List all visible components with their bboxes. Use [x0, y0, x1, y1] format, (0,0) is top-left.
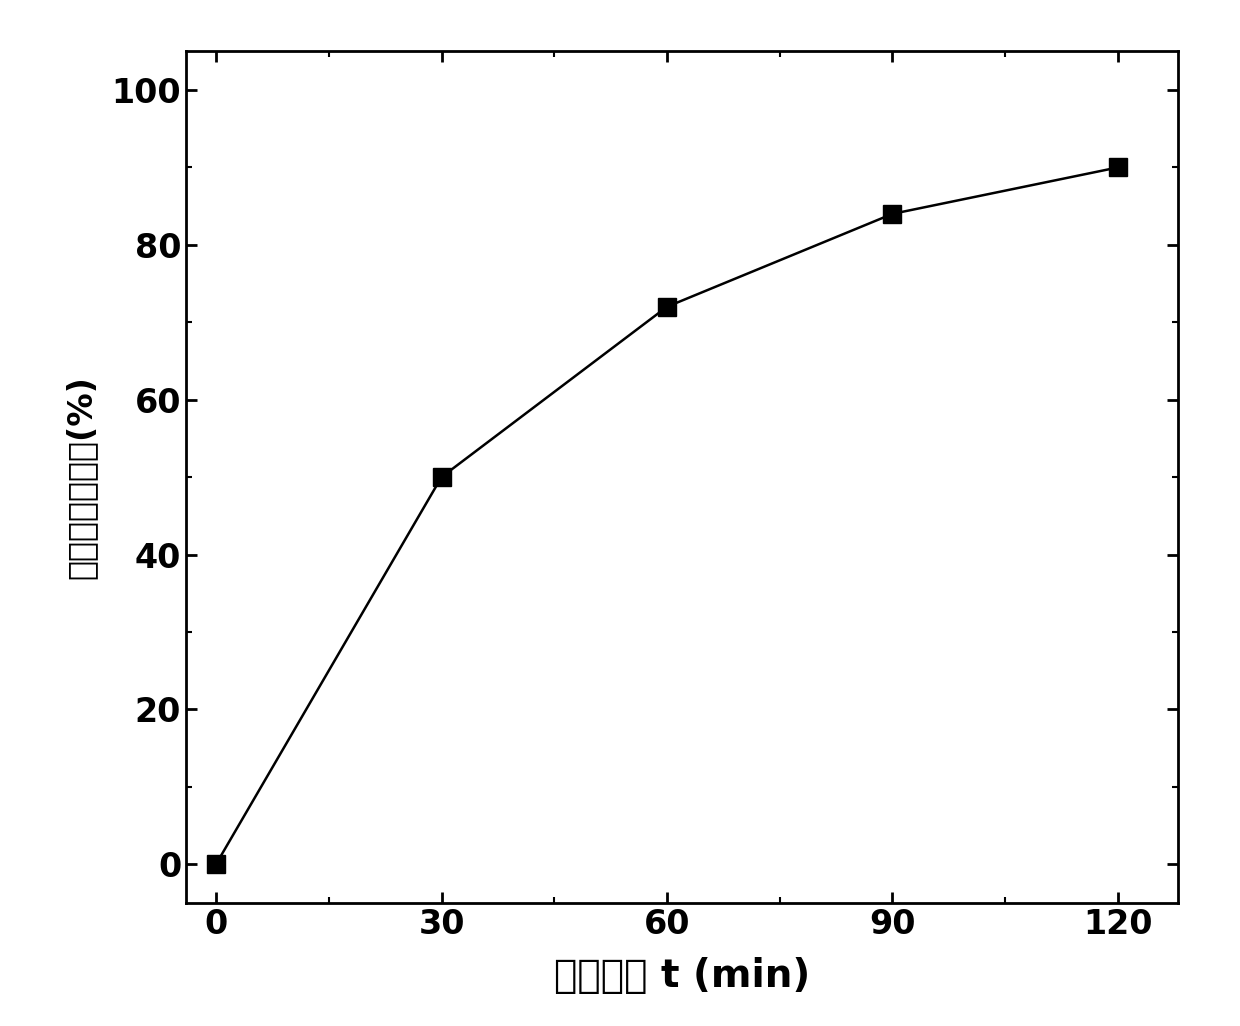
X-axis label: 反应时间 t (min): 反应时间 t (min) [554, 957, 810, 995]
Y-axis label: 二氯甲烷降解率(%): 二氯甲烷降解率(%) [64, 376, 98, 579]
